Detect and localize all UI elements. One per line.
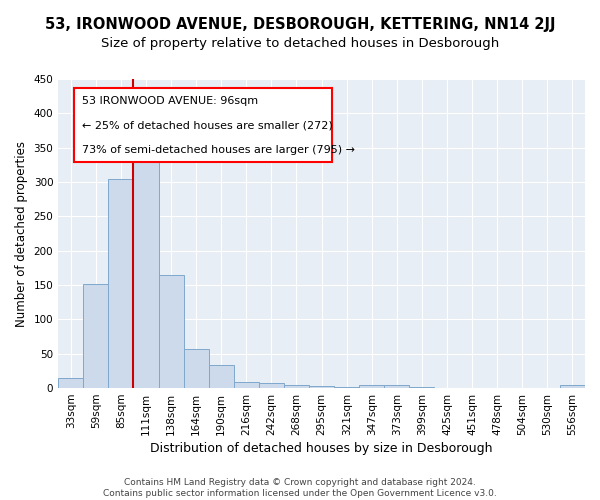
- Bar: [309, 386, 334, 388]
- Bar: [560, 386, 585, 388]
- Bar: [184, 349, 209, 388]
- Bar: [259, 384, 284, 388]
- Bar: [109, 178, 133, 388]
- Bar: [133, 154, 158, 388]
- X-axis label: Distribution of detached houses by size in Desborough: Distribution of detached houses by size …: [151, 442, 493, 455]
- Bar: [284, 384, 309, 388]
- Bar: [58, 378, 83, 388]
- Text: Size of property relative to detached houses in Desborough: Size of property relative to detached ho…: [101, 38, 499, 51]
- Text: 73% of semi-detached houses are larger (795) →: 73% of semi-detached houses are larger (…: [82, 145, 355, 155]
- Text: 53, IRONWOOD AVENUE, DESBOROUGH, KETTERING, NN14 2JJ: 53, IRONWOOD AVENUE, DESBOROUGH, KETTERI…: [45, 18, 555, 32]
- Text: 53 IRONWOOD AVENUE: 96sqm: 53 IRONWOOD AVENUE: 96sqm: [82, 96, 258, 106]
- Y-axis label: Number of detached properties: Number of detached properties: [15, 140, 28, 326]
- Bar: [359, 384, 385, 388]
- Text: Contains HM Land Registry data © Crown copyright and database right 2024.
Contai: Contains HM Land Registry data © Crown c…: [103, 478, 497, 498]
- Bar: [209, 366, 234, 388]
- Bar: [385, 386, 409, 388]
- Text: ← 25% of detached houses are smaller (272): ← 25% of detached houses are smaller (27…: [82, 120, 332, 130]
- Bar: [158, 274, 184, 388]
- Bar: [234, 382, 259, 388]
- Bar: [83, 284, 109, 388]
- Bar: [74, 88, 332, 162]
